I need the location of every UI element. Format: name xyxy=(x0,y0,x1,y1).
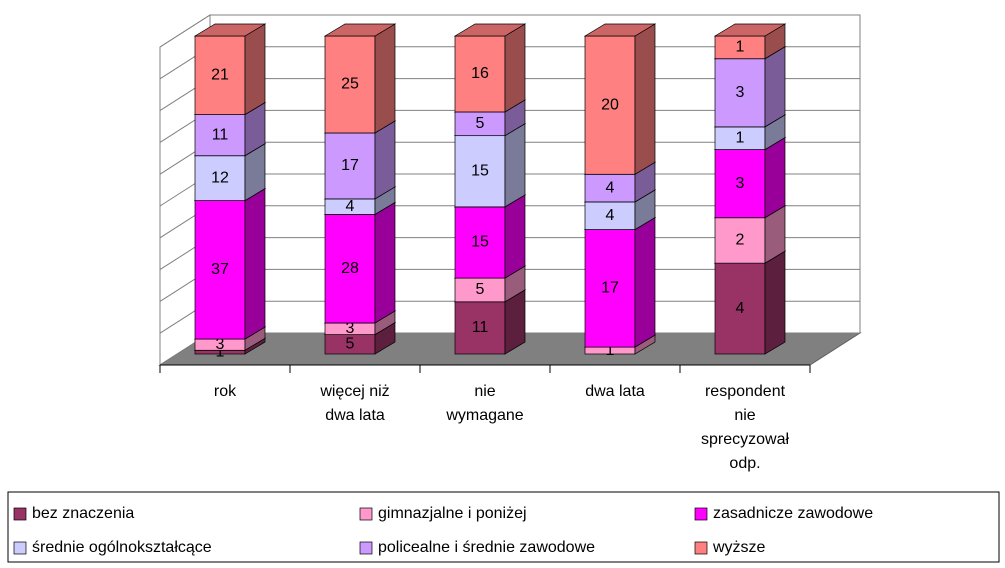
data-label: 3 xyxy=(736,84,745,101)
data-label: 3 xyxy=(216,336,225,353)
bar-segment xyxy=(454,135,506,208)
legend-swatch xyxy=(359,541,373,555)
legend xyxy=(7,491,1000,563)
data-label: 15 xyxy=(471,162,489,179)
legend-label: policealne i średnie zawodowe xyxy=(378,539,595,556)
bar-side xyxy=(764,250,786,355)
bar-side xyxy=(634,23,656,175)
data-label: 4 xyxy=(736,300,745,317)
bar-side xyxy=(244,187,266,340)
x-tick-label: respondent nie sprecyzował odp. xyxy=(701,383,789,472)
bar-side xyxy=(374,120,396,200)
bar-segment xyxy=(454,35,506,113)
data-label: 5 xyxy=(476,115,485,132)
bar-segment xyxy=(454,301,506,355)
legend-label: gimnazjalne i poniżej xyxy=(378,505,527,522)
bar-segment xyxy=(194,200,246,340)
data-label: 1 xyxy=(606,342,615,359)
bar-segment xyxy=(714,262,766,355)
data-label: 21 xyxy=(211,67,229,84)
bar-side xyxy=(764,46,786,128)
legend-label: zasadnicze zawodowe xyxy=(713,505,873,522)
bar-segment xyxy=(324,214,376,324)
data-label: 5 xyxy=(476,281,485,298)
data-label: 11 xyxy=(472,319,489,336)
data-label: 4 xyxy=(606,207,615,224)
legend-swatch xyxy=(359,507,373,521)
data-label: 25 xyxy=(341,76,359,93)
data-label: 11 xyxy=(212,126,229,143)
bar-side xyxy=(504,194,526,279)
bar-top xyxy=(583,23,657,37)
data-label: 20 xyxy=(601,96,619,113)
bar-side xyxy=(764,136,786,219)
bar-top xyxy=(713,23,787,37)
data-label: 3 xyxy=(346,320,355,337)
bar-side xyxy=(504,123,526,208)
bar-side xyxy=(374,201,396,324)
data-label: 3 xyxy=(736,175,745,192)
legend-swatch xyxy=(694,507,708,521)
data-label: 28 xyxy=(341,260,359,277)
bar-segment xyxy=(194,35,246,115)
data-label: 4 xyxy=(346,198,355,215)
data-label: 1 xyxy=(736,129,745,146)
data-label: 12 xyxy=(211,169,229,186)
legend-label: bez znaczenia xyxy=(32,505,134,522)
bar-segment xyxy=(584,173,636,203)
bar-side xyxy=(504,23,526,113)
data-label: 2 xyxy=(736,232,745,249)
data-label: 5 xyxy=(346,336,355,353)
legend-label: średnie ogólnokształcące xyxy=(32,539,212,556)
x-tick-label: rok xyxy=(214,383,237,400)
grid-line xyxy=(159,14,211,48)
bar-segment xyxy=(714,217,766,264)
bar-segment xyxy=(584,201,636,230)
bar-top xyxy=(453,23,527,37)
x-tick-label: więcej niż dwa lata xyxy=(319,383,389,424)
data-label: 1 xyxy=(216,343,225,360)
data-label: 1 xyxy=(736,39,745,56)
bar-segment xyxy=(324,132,376,200)
bar-side xyxy=(244,23,266,116)
x-tick-label: nie wymagane xyxy=(445,383,523,424)
bar-top xyxy=(193,23,267,37)
legend-swatch xyxy=(13,541,27,555)
bar-segment xyxy=(194,114,246,157)
legend-items: bez znaczenia gimnazjalne i poniżej zasadn… xyxy=(13,505,873,556)
bar-segment xyxy=(454,206,506,279)
data-label: 15 xyxy=(471,234,489,251)
data-label: 17 xyxy=(341,157,359,174)
bar-side xyxy=(374,23,396,134)
bar-top xyxy=(323,23,397,37)
legend-swatch xyxy=(13,507,27,521)
x-labels: rok więcej niż dwa lata nie wymagane dwa lata… xyxy=(159,365,811,472)
bar-segment xyxy=(324,35,376,134)
data-label: 16 xyxy=(471,65,489,82)
legend-swatch xyxy=(694,541,708,555)
legend-label: wyższe xyxy=(712,539,766,556)
data-label: 37 xyxy=(211,261,229,278)
x-tick-label: dwa lata xyxy=(585,383,645,400)
bar-segment xyxy=(714,149,766,219)
bar-side xyxy=(634,216,656,348)
bars: 1337121121532841725115151551611744204231… xyxy=(193,23,787,360)
bar-segment xyxy=(584,229,636,348)
data-label: 17 xyxy=(601,280,619,297)
data-label: 4 xyxy=(606,179,615,196)
